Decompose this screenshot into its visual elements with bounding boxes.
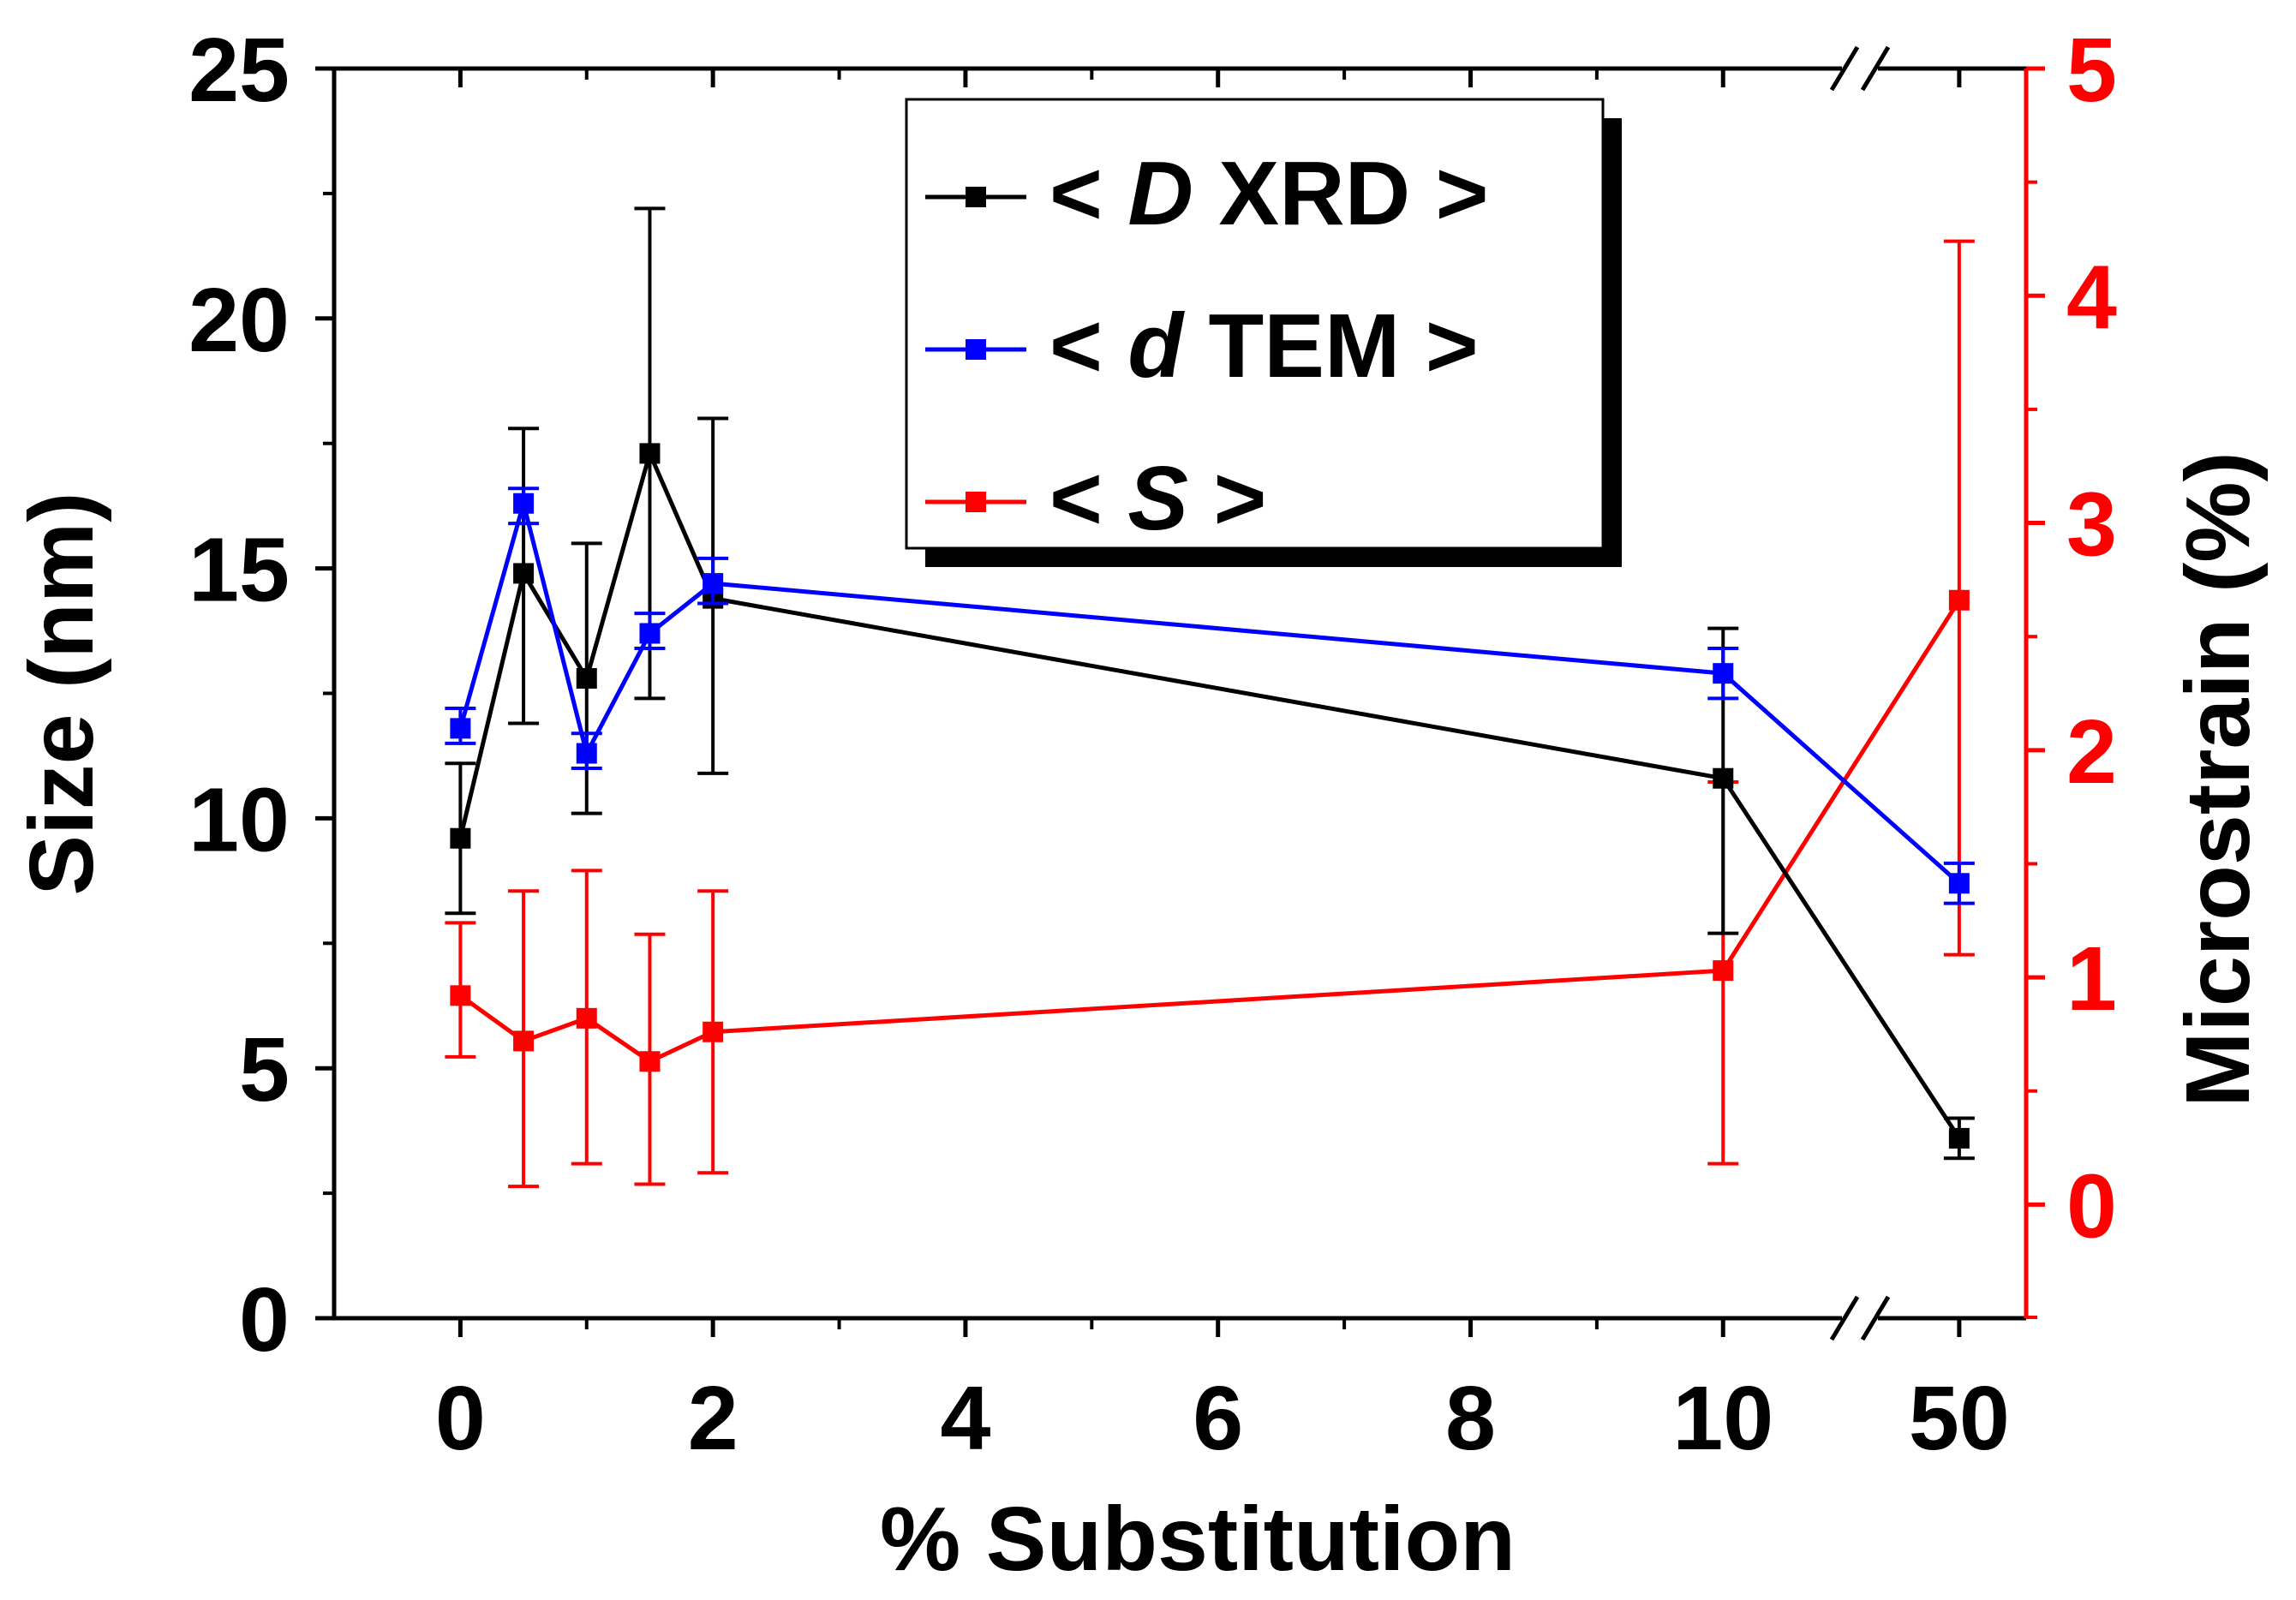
data-point — [703, 1021, 724, 1042]
data-point — [576, 667, 597, 689]
y-right-tick-label: 1 — [2066, 928, 2117, 1030]
legend-label-symbol: d — [1127, 296, 1185, 397]
top-break-mark-2 — [1860, 45, 1891, 92]
y-right-tick-label: 4 — [2066, 247, 2117, 348]
y-left-tick-label: 10 — [188, 769, 290, 870]
data-point — [450, 718, 471, 739]
top-break-mark-1 — [1829, 45, 1860, 92]
legend-swatch-marker — [966, 339, 986, 360]
data-point — [450, 827, 471, 849]
data-point — [576, 743, 597, 764]
x-tick-label: 10 — [1672, 1368, 1773, 1469]
series-S-microstrain — [445, 239, 1975, 1189]
data-point — [450, 985, 471, 1006]
series-d-tem — [445, 487, 1975, 905]
bottom-break-mark-2 — [1860, 1295, 1891, 1341]
legend: < D XRD >< d TEM >< S > — [905, 98, 1622, 567]
legend-swatch-marker — [966, 492, 986, 512]
legend-label-prefix: < — [1049, 143, 1127, 244]
legend-label: < d TEM > — [1049, 296, 1479, 397]
legend-item: < d TEM > — [925, 296, 1479, 397]
data-point — [1713, 663, 1734, 684]
y-right-tick-label: 2 — [2066, 701, 2117, 803]
legend-label: < D XRD > — [1049, 143, 1489, 244]
legend-label-suffix: TEM > — [1183, 296, 1479, 397]
data-point — [513, 493, 535, 514]
y-left-tick-label: 5 — [239, 1019, 290, 1120]
legend-items: < D XRD >< d TEM >< S > — [925, 143, 1489, 549]
data-layer — [445, 206, 1975, 1189]
legend-label-prefix: < — [1049, 448, 1127, 549]
data-point — [1713, 767, 1734, 789]
bottom-break-mark-1 — [1829, 1295, 1860, 1341]
legend-item: < D XRD > — [925, 143, 1489, 244]
legend-box — [905, 98, 1605, 550]
legend-item: < S > — [925, 448, 1266, 549]
legend-label-symbol: D — [1127, 143, 1193, 244]
legend-label-suffix: XRD > — [1193, 143, 1489, 244]
data-point — [513, 563, 535, 584]
y-right-axis-title: Microstrain (%) — [2167, 451, 2269, 1107]
x-axis-title: % Substitution — [880, 1489, 1516, 1590]
ticks-layer: 0 2 4 6 8 10 50 0 5 10 15 20 25 0 1 2 3 4 5 — [188, 20, 2117, 1469]
y-right-tick-label: 0 — [2066, 1155, 2117, 1257]
legend-swatch-marker — [966, 187, 986, 207]
data-point — [1713, 960, 1734, 982]
data-point — [639, 1051, 661, 1072]
data-point — [639, 623, 661, 644]
y-left-tick-label: 25 — [188, 20, 290, 121]
data-point — [576, 1007, 597, 1029]
data-point — [1948, 1127, 1970, 1149]
y-left-tick-label: 20 — [188, 270, 290, 371]
data-point — [1948, 873, 1970, 894]
data-point — [1948, 589, 1970, 611]
legend-label-prefix: < — [1049, 296, 1127, 397]
data-point — [513, 1030, 535, 1052]
data-point — [639, 443, 661, 464]
legend-label-symbol: S — [1127, 448, 1188, 549]
y-left-axis-title: Size (nm) — [11, 492, 112, 895]
data-point — [703, 573, 724, 594]
x-tick-label: 6 — [1193, 1368, 1243, 1469]
x-tick-label: 0 — [435, 1368, 486, 1469]
legend-label: < S > — [1049, 448, 1266, 549]
legend-label-suffix: > — [1188, 448, 1266, 549]
axis-break-marks — [1829, 45, 1891, 1341]
y-left-tick-label: 0 — [239, 1269, 290, 1370]
x-tick-label: 2 — [688, 1368, 738, 1469]
y-left-tick-label: 15 — [188, 520, 290, 621]
x-tick-label: 4 — [940, 1368, 990, 1469]
x-tick-label: 8 — [1445, 1368, 1496, 1469]
y-right-tick-label: 5 — [2066, 20, 2117, 121]
y-right-tick-label: 3 — [2066, 475, 2117, 576]
x-tick-label: 50 — [1909, 1368, 2010, 1469]
